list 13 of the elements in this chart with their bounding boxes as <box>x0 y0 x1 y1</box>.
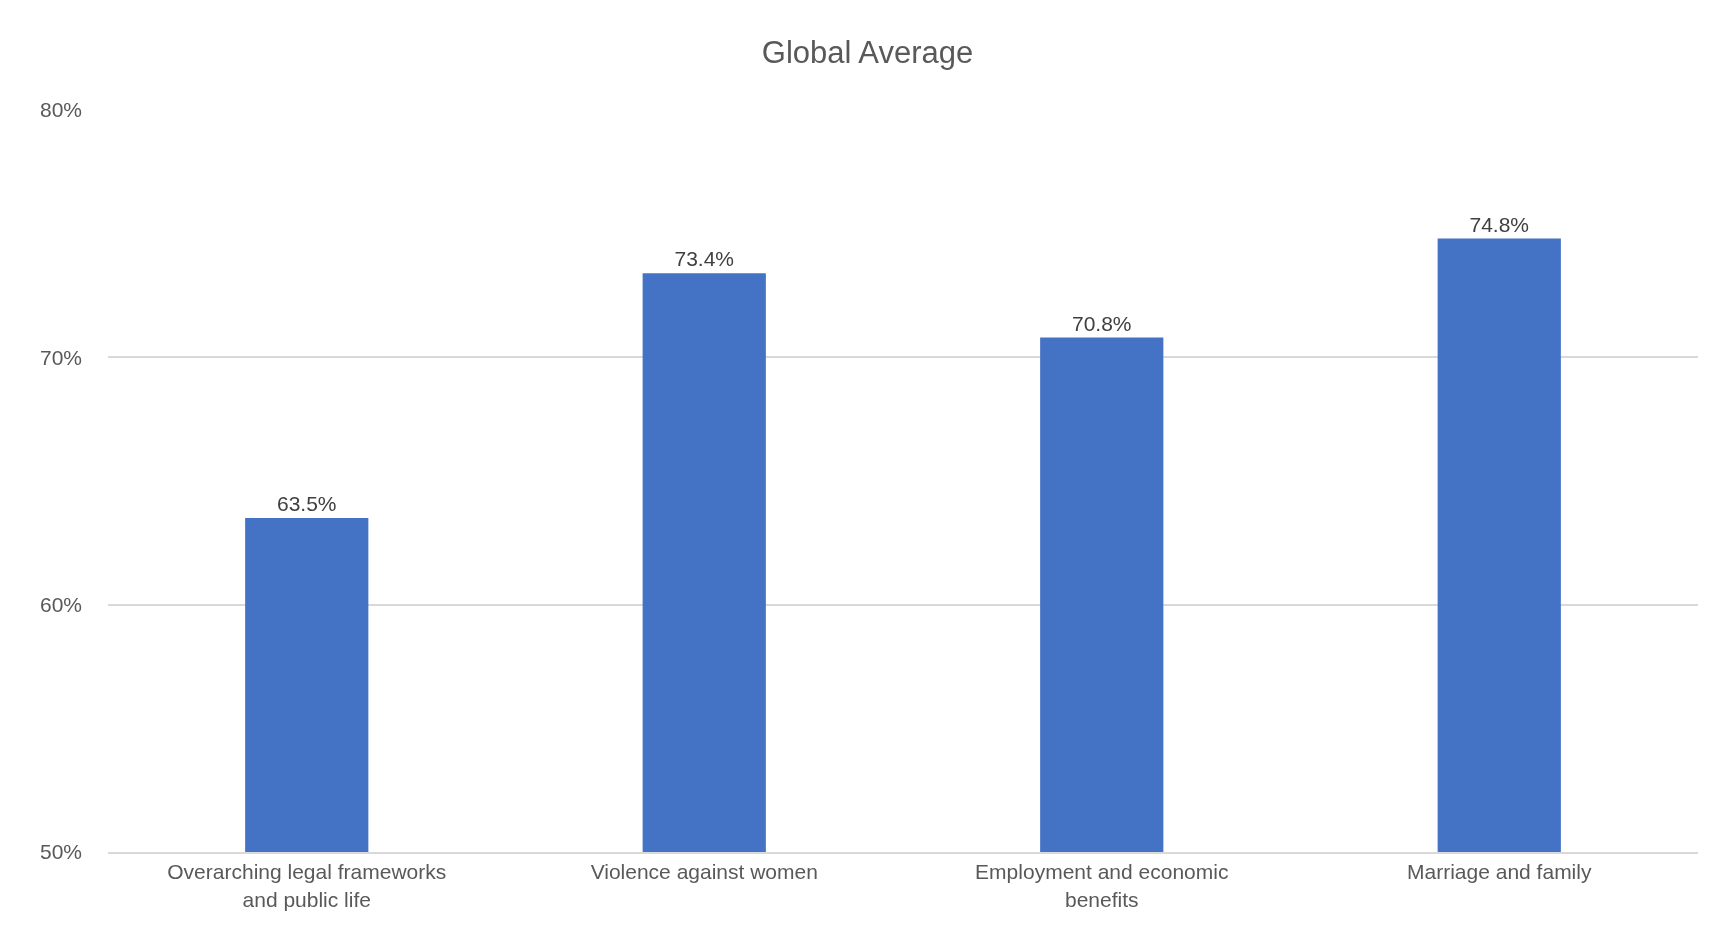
y-tick-label: 50% <box>39 840 82 864</box>
x-tick-label: Violence against women <box>590 860 818 884</box>
chart-title: Global Average <box>761 34 974 70</box>
data-label: 63.5% <box>276 492 337 516</box>
x-tick-label: Marriage and family <box>1407 860 1592 884</box>
data-label: 70.8% <box>1071 311 1132 335</box>
x-tick-label: Employment and economic benefits <box>975 860 1229 911</box>
data-label: 74.8% <box>1469 212 1530 236</box>
y-tick-label: 70% <box>39 345 82 369</box>
data-label: 73.4% <box>674 247 735 271</box>
x-tick-label: Overarching legal frameworks and public life <box>167 860 447 911</box>
y-tick-label: 60% <box>39 593 82 617</box>
y-tick-label: 80% <box>39 98 82 122</box>
